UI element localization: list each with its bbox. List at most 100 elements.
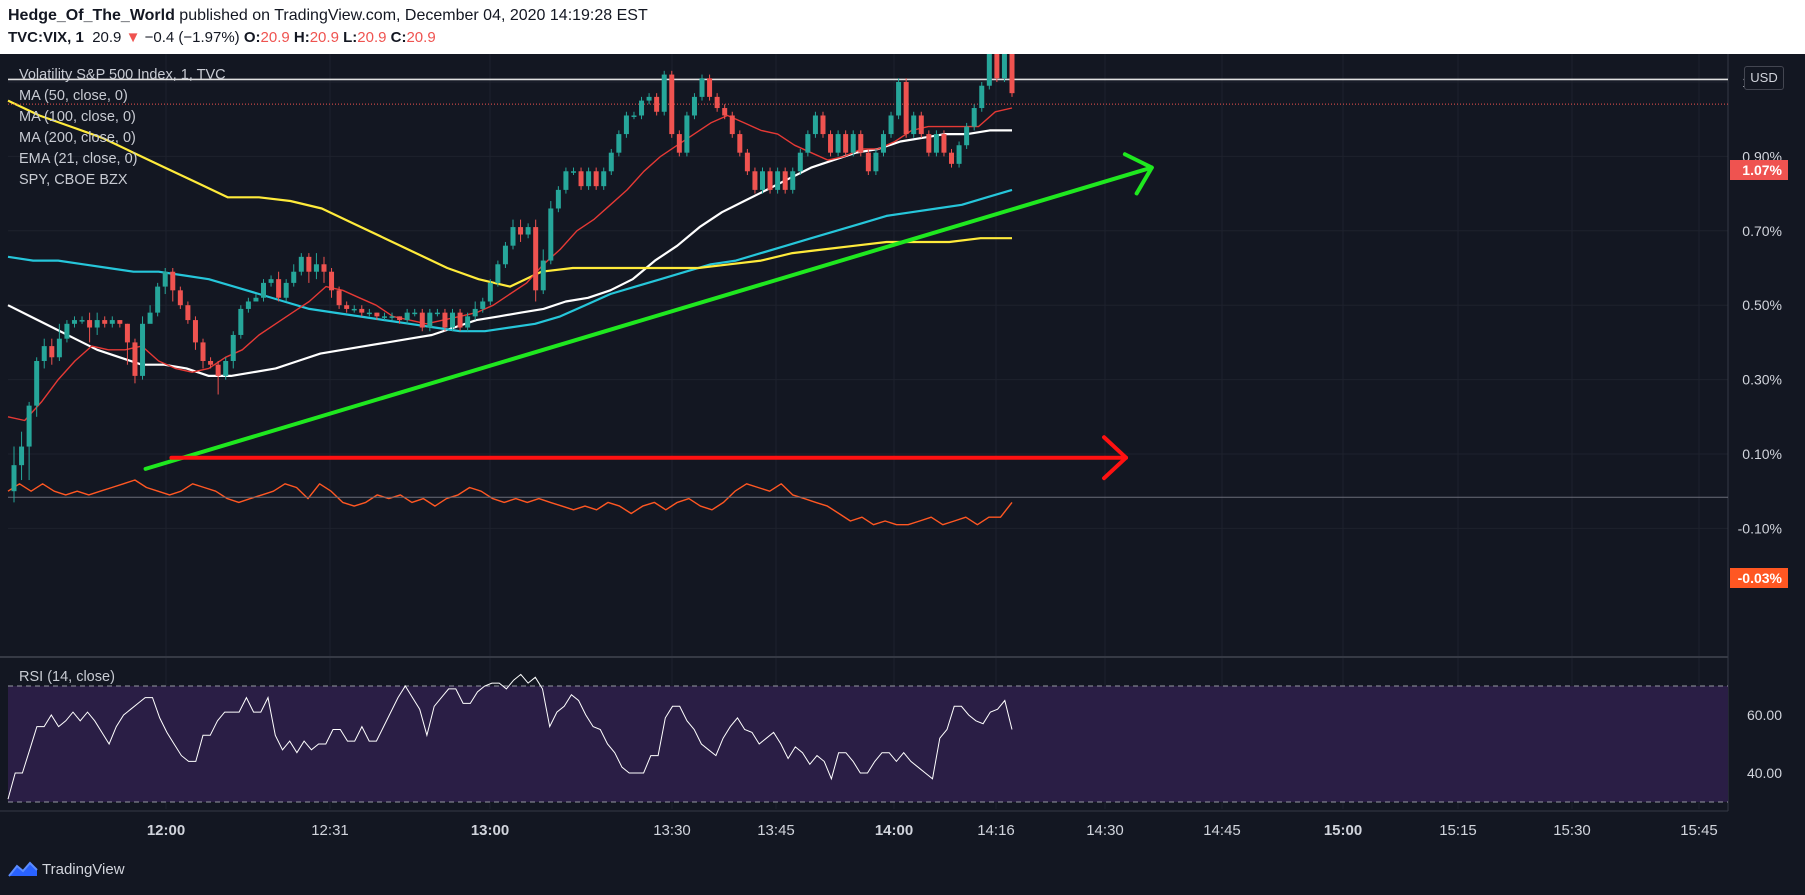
time-tick-label: 12:00 [147, 822, 185, 839]
legend-ma200[interactable]: MA (200, close, 0) [19, 130, 136, 146]
candle-body [903, 82, 909, 135]
candle-body [518, 227, 524, 235]
candle-body [510, 227, 516, 246]
candle-body [351, 308, 357, 311]
candle [1009, 54, 1015, 97]
candle [691, 93, 697, 120]
price-badge-bg [1730, 568, 1788, 588]
legend-title[interactable]: Volatility S&P 500 Index, 1, TVC [19, 67, 226, 83]
legend-ma50[interactable]: MA (50, close, 0) [19, 88, 128, 104]
price-tick-label: 0.50% [1742, 297, 1782, 313]
candle [238, 305, 244, 339]
legend-ma100[interactable]: MA (100, close, 0) [19, 109, 136, 125]
time-tick-label: 15:15 [1439, 822, 1477, 839]
candle [434, 308, 440, 317]
candle [623, 111, 629, 138]
close-value: 20.9 [406, 29, 436, 46]
low-label: L: [343, 29, 358, 46]
candle-body [949, 152, 955, 164]
rsi-tick-label: 40.00 [1747, 765, 1782, 781]
candle [737, 130, 743, 157]
candle [374, 312, 380, 321]
candle [707, 74, 713, 101]
time-tick-label: 14:30 [1086, 822, 1124, 839]
candle-body [896, 82, 902, 116]
candle [903, 78, 909, 138]
chart-canvas[interactable]: 1.10%0.90%0.70%0.50%0.30%0.10%-0.10%60.0… [0, 54, 1805, 895]
candle [298, 253, 304, 276]
candle [359, 305, 365, 317]
candle [956, 141, 962, 168]
chart-header: Hedge_Of_The_World published on TradingV… [0, 0, 1805, 54]
price-tick-label: -0.10% [1738, 520, 1782, 536]
legend-rsi[interactable]: RSI (14, close) [19, 669, 115, 685]
candle [722, 104, 728, 120]
candle [132, 338, 138, 384]
candle-body [427, 312, 433, 328]
candle-body [737, 134, 743, 153]
candle [518, 219, 524, 242]
candle [858, 130, 864, 157]
candle-body [389, 316, 395, 318]
candle [669, 70, 675, 138]
candle [480, 297, 486, 313]
candle-body [450, 312, 456, 328]
candle-body [570, 171, 576, 173]
candle [911, 111, 917, 138]
candle-body [79, 320, 85, 322]
candle-body [941, 134, 947, 153]
candle-body [442, 312, 448, 328]
author-name[interactable]: Hedge_Of_The_World [8, 7, 175, 24]
candle-body [820, 115, 826, 135]
candle [986, 54, 992, 90]
time-tick-label: 15:00 [1324, 822, 1362, 839]
candle [230, 331, 236, 369]
candle [397, 316, 403, 324]
legend-spy[interactable]: SPY, CBOE BZX [19, 172, 128, 188]
candle-body [865, 152, 871, 172]
candle [419, 308, 425, 332]
candle [170, 268, 176, 302]
candle-body [306, 256, 312, 272]
candle-body [457, 312, 463, 328]
candle-body [555, 189, 561, 209]
candle-body [162, 271, 168, 287]
axes: 1.10%0.90%0.70%0.50%0.30%0.10%-0.10%60.0… [147, 74, 1788, 839]
candle-body [729, 115, 735, 135]
candle [782, 167, 788, 194]
candle [200, 338, 206, 369]
tradingview-brand: TradingView [42, 860, 125, 878]
time-tick-label: 13:45 [757, 822, 795, 839]
candle [94, 312, 100, 335]
candle [744, 148, 750, 175]
price-badge: -0.03% [1730, 568, 1788, 588]
candle-body [344, 305, 350, 309]
last-price: 20.9 [92, 29, 122, 46]
candle-body [374, 312, 380, 317]
candle-body [760, 171, 765, 190]
candle [601, 167, 607, 190]
arrow-shaft [143, 165, 1154, 471]
candle-body [1001, 54, 1007, 79]
candle-body [56, 338, 62, 358]
candle-body [155, 286, 161, 313]
candle-body [208, 361, 214, 365]
candle-body [298, 256, 304, 272]
time-tick-label: 14:45 [1203, 822, 1241, 839]
currency-badge[interactable]: USD [1744, 66, 1784, 90]
candle [805, 130, 811, 157]
legend-ema21[interactable]: EMA (21, close, 0) [19, 151, 138, 167]
candle-body [676, 134, 682, 153]
tradingview-logo-icon [8, 861, 38, 877]
candle [253, 294, 259, 302]
down-arrow-icon: ▼ [125, 29, 141, 46]
candle [926, 130, 932, 157]
green-trend-arrow [143, 152, 1154, 471]
candle [820, 111, 826, 138]
tradingview-footer[interactable]: TradingView [8, 860, 125, 884]
candle [71, 316, 77, 328]
candle [812, 111, 818, 138]
candle-body [911, 115, 917, 135]
candle-body [465, 316, 471, 328]
candle [654, 93, 660, 116]
